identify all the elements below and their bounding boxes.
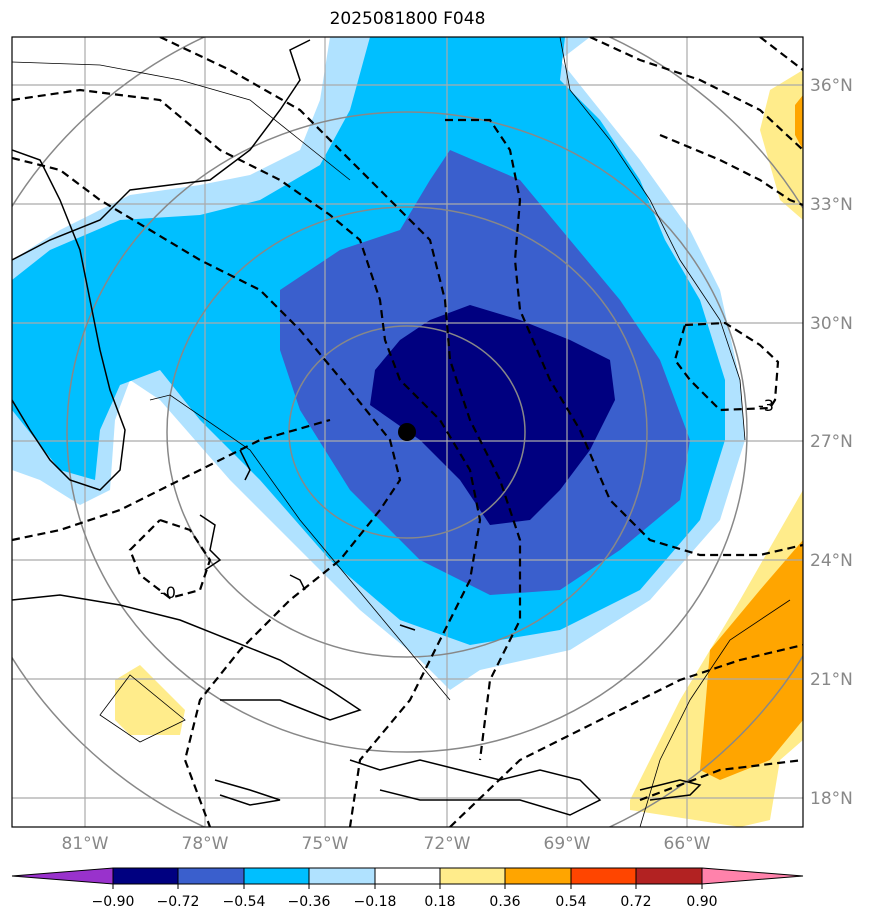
colorbar-seg — [504, 867, 572, 885]
lat-label: 36°N — [810, 76, 853, 96]
colorbar-under — [11, 867, 114, 885]
borders — [12, 37, 791, 827]
map-frame — [11, 36, 804, 828]
lat-label: 24°N — [810, 551, 853, 571]
lon-label: 72°W — [423, 834, 471, 854]
colorbar-label: 0.54 — [555, 894, 587, 910]
coastlines — [12, 39, 702, 816]
colorbar-label: 0.90 — [686, 894, 718, 910]
storm-center-marker — [398, 423, 416, 441]
contour-label: -0 — [160, 583, 176, 602]
lat-label: 21°N — [810, 670, 853, 690]
colorbar — [11, 867, 804, 885]
colorbar-seg — [570, 867, 637, 885]
colorbar-seg — [439, 867, 506, 885]
lon-label: 66°W — [663, 834, 711, 854]
lat-label: 30°N — [810, 314, 853, 334]
colorbar-ticks — [112, 884, 703, 889]
lon-label: 78°W — [181, 834, 229, 854]
contour-label: -3 — [758, 396, 774, 415]
colorbar-over — [701, 867, 804, 885]
colorbar-label: −0.54 — [222, 894, 266, 910]
lon-label: 75°W — [301, 834, 349, 854]
colorbar-label: 0.72 — [620, 894, 652, 910]
colorbar-label: −0.90 — [91, 894, 135, 910]
colorbar-seg — [112, 867, 179, 885]
shade-orange-se — [700, 540, 803, 780]
colorbar-label: 0.36 — [489, 894, 521, 910]
dashed-contours — [12, 37, 803, 827]
colorbar-label: −0.18 — [353, 894, 397, 910]
colorbar-seg — [243, 867, 310, 885]
colorbar-label: −0.72 — [156, 894, 200, 910]
lat-label: 27°N — [810, 432, 853, 452]
colorbar-label: 0.18 — [424, 894, 456, 910]
lat-label: 18°N — [810, 789, 853, 809]
colorbar-seg — [374, 867, 441, 885]
colorbar-seg — [308, 867, 376, 885]
lon-label: 81°W — [61, 834, 109, 854]
range-rings — [12, 37, 803, 827]
shade-yellow-sw — [115, 665, 185, 735]
colorbar-label: −0.36 — [287, 894, 331, 910]
plot-title: 2025081800 F048 — [329, 9, 486, 29]
shade-yellow-ne — [760, 70, 803, 220]
lat-label: 33°N — [810, 195, 853, 215]
shade-orange-ne — [795, 95, 803, 150]
colorbar-seg — [177, 867, 245, 885]
colorbar-seg — [635, 867, 703, 885]
gridlines — [12, 37, 803, 827]
lon-label: 69°W — [543, 834, 591, 854]
shade-navy — [370, 305, 615, 525]
